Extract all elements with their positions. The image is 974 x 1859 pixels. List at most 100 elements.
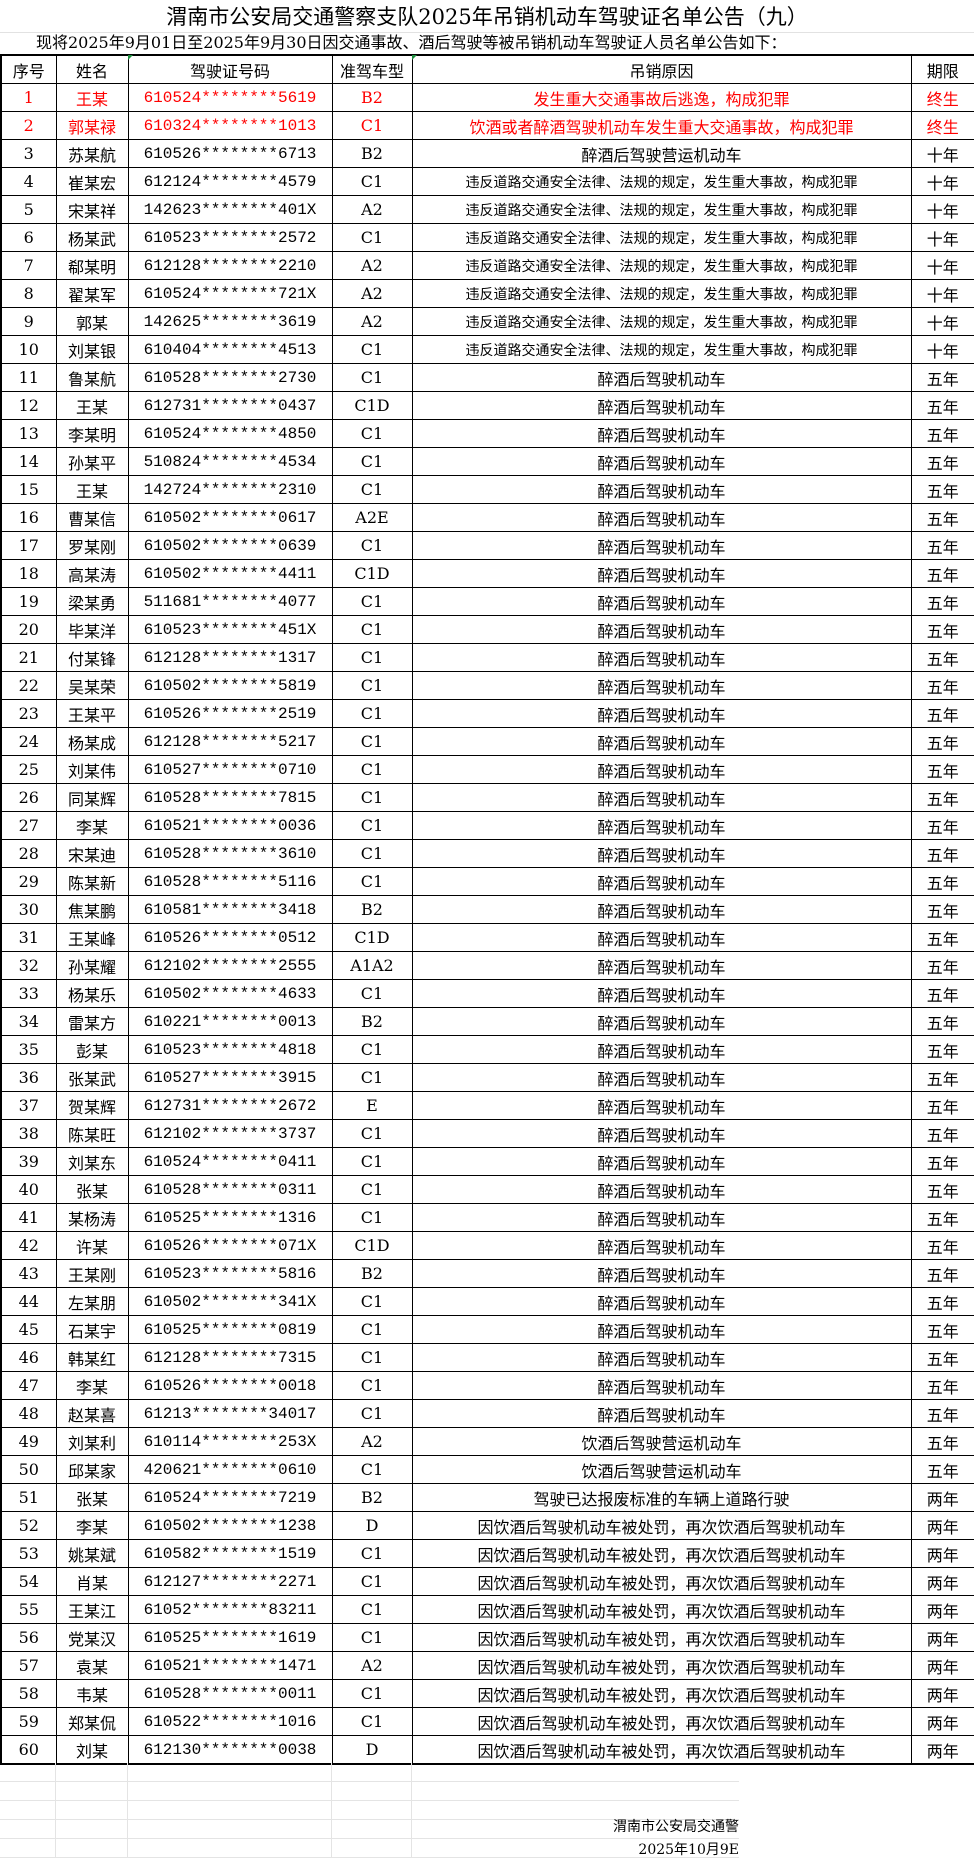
- license-id: 610521********0036: [127, 811, 333, 840]
- revocation-term: 五年: [910, 699, 974, 728]
- revocation-reason: 醉酒后驾驶机动车: [411, 391, 912, 420]
- person-name: 孙某平: [55, 447, 129, 476]
- revocation-reason: 发生重大交通事故后逃逸，构成犯罪: [411, 83, 912, 112]
- row-number: 19: [0, 587, 57, 616]
- revocation-reason: 醉酒后驾驶机动车: [411, 699, 912, 728]
- revocation-reason: 因饮酒后驾驶机动车被处罚，再次饮酒后驾驶机动车: [411, 1623, 912, 1652]
- vehicle-class: C1: [331, 1315, 413, 1344]
- revocation-reason: 因饮酒后驾驶机动车被处罚，再次饮酒后驾驶机动车: [411, 1595, 912, 1624]
- revocation-term: 十年: [910, 195, 974, 224]
- vehicle-class: C1: [331, 1175, 413, 1204]
- vehicle-class: C1: [331, 531, 413, 560]
- table-row: 46 韩某红 612128********7315 C1 醉酒后驾驶机动车 五年: [0, 1343, 974, 1372]
- revocation-reason: 醉酒后驾驶机动车: [411, 1343, 912, 1372]
- row-number: 42: [0, 1231, 57, 1260]
- table-row: 10 刘某银 610404********4513 C1 违反道路交通安全法律、法规的规…: [0, 335, 974, 364]
- revocation-reason: 醉酒后驾驶机动车: [411, 895, 912, 924]
- revocation-term: 两年: [910, 1539, 974, 1568]
- revocation-term: 五年: [910, 643, 974, 672]
- row-number: 45: [0, 1315, 57, 1344]
- revocation-reason: 醉酒后驾驶机动车: [411, 1231, 912, 1260]
- footer-date: 2025年10月9E: [638, 1842, 739, 1858]
- person-name: 左某朋: [55, 1287, 129, 1316]
- revocation-term: 两年: [910, 1735, 974, 1765]
- revocation-term: 五年: [910, 1119, 974, 1148]
- person-name: 刘某: [55, 1735, 129, 1765]
- table-row: 51 张某 610524********7219 B2 驾驶已达报废标准的车辆上道路行驶…: [0, 1483, 974, 1512]
- vehicle-class: C1: [331, 867, 413, 896]
- revocation-reason: 醉酒后驾驶机动车: [411, 531, 912, 560]
- table-row: 16 曹某信 610502********0617 A2E 醉酒后驾驶机动车 五年: [0, 503, 974, 532]
- revocation-reason: 违反道路交通安全法律、法规的规定，发生重大事故，构成犯罪: [411, 195, 912, 224]
- revocation-term: 五年: [910, 1287, 974, 1316]
- revocation-term: 五年: [910, 419, 974, 448]
- revocation-reason: 醉酒后驾驶机动车: [411, 1091, 912, 1120]
- license-id: 610502********0639: [127, 531, 333, 560]
- header-license-id: 驾驶证号码: [127, 54, 333, 84]
- table-row: 9 郭某 142625********3619 A2 违反道路交通安全法律、法规的规定，…: [0, 307, 974, 336]
- person-name: 某杨涛: [55, 1203, 129, 1232]
- person-name: 王某峰: [55, 923, 129, 952]
- person-name: 王某江: [55, 1595, 129, 1624]
- row-number: 44: [0, 1287, 57, 1316]
- table-row: 58 韦某 610528********0011 C1 因饮酒后驾驶机动车被处罚，再次饮…: [0, 1679, 974, 1708]
- person-name: 石某宇: [55, 1315, 129, 1344]
- license-id: 612127********2271: [127, 1567, 333, 1596]
- table-row: 18 高某涛 610502********4411 C1D 醉酒后驾驶机动车 五年: [0, 559, 974, 588]
- person-name: 郭某禄: [55, 111, 129, 140]
- table-row: 23 王某平 610526********2519 C1 醉酒后驾驶机动车 五年: [0, 699, 974, 728]
- subtitle: 现将2025年9月01日至2025年9月30日因交通事故、酒后驾驶等被吊销机动车…: [36, 33, 787, 52]
- license-id: 610523********2572: [127, 223, 333, 252]
- license-id: 511681********4077: [127, 587, 333, 616]
- vehicle-class: C1: [331, 1063, 413, 1092]
- person-name: 苏某航: [55, 139, 129, 168]
- person-name: 李某: [55, 811, 129, 840]
- license-id: 612731********0437: [127, 391, 333, 420]
- vehicle-class: B2: [331, 1007, 413, 1036]
- row-number: 55: [0, 1595, 57, 1624]
- revocation-term: 两年: [910, 1595, 974, 1624]
- row-number: 34: [0, 1007, 57, 1036]
- license-id: 610525********1316: [127, 1203, 333, 1232]
- license-id: 610528********0311: [127, 1175, 333, 1204]
- revocation-term: 五年: [910, 1231, 974, 1260]
- vehicle-class: C1: [331, 1679, 413, 1708]
- row-number: 37: [0, 1091, 57, 1120]
- license-id: 610524********721X: [127, 279, 333, 308]
- grid-line: [127, 1763, 128, 1858]
- vehicle-class: C1: [331, 419, 413, 448]
- revocation-reason: 醉酒后驾驶机动车: [411, 447, 912, 476]
- revocation-term: 十年: [910, 307, 974, 336]
- row-number: 22: [0, 671, 57, 700]
- row-number: 57: [0, 1651, 57, 1680]
- license-id: 612128********7315: [127, 1343, 333, 1372]
- revocation-term: 五年: [910, 895, 974, 924]
- table-row: 14 孙某平 510824********4534 C1 醉酒后驾驶机动车 五年: [0, 447, 974, 476]
- revocation-reason: 因饮酒后驾驶机动车被处罚，再次饮酒后驾驶机动车: [411, 1679, 912, 1708]
- revocation-term: 五年: [910, 979, 974, 1008]
- vehicle-class: C1: [331, 167, 413, 196]
- license-id: 610582********1519: [127, 1539, 333, 1568]
- vehicle-class: C1: [331, 1455, 413, 1484]
- table-row: 35 彭某 610523********4818 C1 醉酒后驾驶机动车 五年: [0, 1035, 974, 1064]
- revocation-term: 五年: [910, 1091, 974, 1120]
- row-number: 21: [0, 643, 57, 672]
- person-name: 杨某武: [55, 223, 129, 252]
- row-number: 53: [0, 1539, 57, 1568]
- row-number: 43: [0, 1259, 57, 1288]
- vehicle-class: C1: [331, 755, 413, 784]
- license-id: 610114********253X: [127, 1427, 333, 1456]
- person-name: 张某武: [55, 1063, 129, 1092]
- table-body: 1 王某 610524********5619 B2 发生重大交通事故后逃逸，构成犯罪终…: [0, 83, 974, 1765]
- revocation-reason: 醉酒后驾驶机动车: [411, 419, 912, 448]
- vehicle-class: C1: [331, 1595, 413, 1624]
- table-row: 38 陈某旺 612102********3737 C1 醉酒后驾驶机动车 五年: [0, 1119, 974, 1148]
- revocation-reason: 饮酒后驾驶营运机动车: [411, 1427, 912, 1456]
- revocation-term: 两年: [910, 1511, 974, 1540]
- person-name: 王某平: [55, 699, 129, 728]
- revocation-term: 五年: [910, 783, 974, 812]
- row-number: 11: [0, 363, 57, 392]
- vehicle-class: C1: [331, 727, 413, 756]
- revocation-reason: 醉酒后驾驶机动车: [411, 727, 912, 756]
- license-id: 610528********2730: [127, 363, 333, 392]
